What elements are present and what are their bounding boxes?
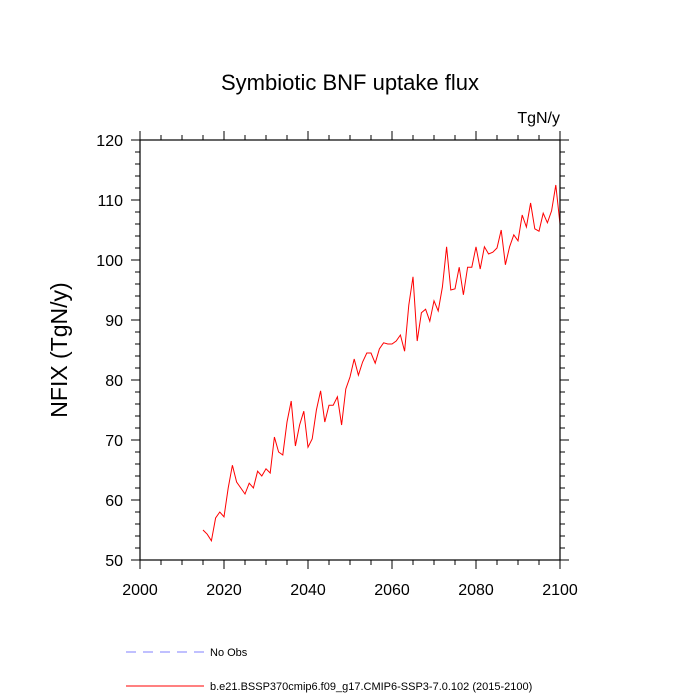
series-line-1 bbox=[202, 184, 561, 543]
chart-title: Symbiotic BNF uptake flux bbox=[221, 70, 479, 95]
chart-units: TgN/y bbox=[517, 110, 560, 127]
y-tick-label: 50 bbox=[105, 553, 123, 570]
series-group bbox=[202, 184, 561, 543]
x-tick-label: 2060 bbox=[374, 582, 410, 599]
y-tick-labels: 50 60 70 80 90 100 110 120 bbox=[96, 133, 123, 570]
x-tick-label: 2080 bbox=[458, 582, 494, 599]
y-tick-label: 60 bbox=[105, 493, 123, 510]
legend-label-no-obs: No Obs bbox=[210, 647, 248, 659]
y-tick-label: 110 bbox=[97, 193, 123, 210]
y-axis-label: NFIX (TgN/y) bbox=[46, 282, 72, 417]
x-tick-label: 2020 bbox=[206, 582, 242, 599]
x-tick-label: 2100 bbox=[542, 582, 578, 599]
x-tick-labels: 2000 2020 2040 2060 2080 2100 bbox=[122, 582, 578, 599]
y-tick-label: 100 bbox=[96, 253, 123, 270]
axis-ticks bbox=[131, 131, 569, 569]
y-tick-label: 80 bbox=[105, 373, 123, 390]
legend: No Obs b.e21.BSSP370cmip6.f09_g17.CMIP6-… bbox=[126, 647, 532, 693]
y-tick-label: 90 bbox=[105, 313, 123, 330]
x-tick-label: 2000 bbox=[122, 582, 158, 599]
legend-label-run: b.e21.BSSP370cmip6.f09_g17.CMIP6-SSP3-7.… bbox=[210, 681, 532, 693]
y-tick-label: 70 bbox=[105, 433, 123, 450]
x-tick-label: 2040 bbox=[290, 582, 326, 599]
plot-frame bbox=[139, 139, 561, 561]
y-tick-label: 120 bbox=[96, 133, 123, 150]
